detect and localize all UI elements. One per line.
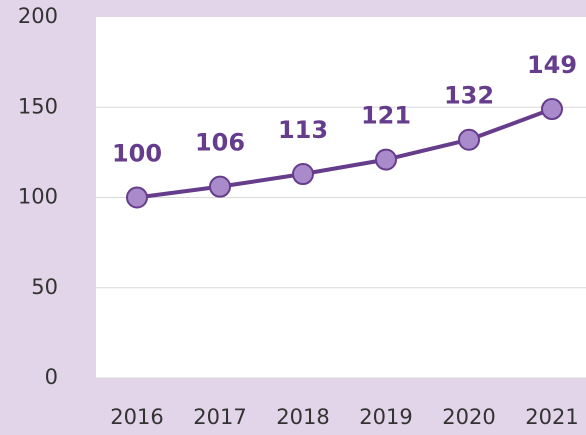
data-label: 121 <box>361 102 411 130</box>
marker <box>541 98 563 121</box>
data-label: 149 <box>527 51 577 79</box>
x-tick-label: 2019 <box>359 405 412 429</box>
y-tick-label: 50 <box>31 275 58 299</box>
x-tick-label: 2018 <box>276 405 329 429</box>
data-label: 100 <box>112 140 162 168</box>
x-tick-label: 2016 <box>110 405 163 429</box>
y-tick-label: 100 <box>18 185 58 209</box>
y-tick-label: 200 <box>18 4 58 28</box>
data-label: 106 <box>195 129 245 157</box>
x-tick-label: 2021 <box>525 405 578 429</box>
x-tick-label: 2020 <box>442 405 495 429</box>
x-tick-label: 2017 <box>193 405 246 429</box>
marker <box>375 148 397 171</box>
data-label: 132 <box>444 82 494 110</box>
marker <box>292 163 314 186</box>
marker <box>458 128 480 151</box>
data-label: 113 <box>278 116 328 144</box>
y-tick-label: 0 <box>45 365 58 389</box>
y-tick-label: 150 <box>18 94 58 118</box>
marker <box>209 175 231 198</box>
marker <box>126 186 148 209</box>
line <box>136 107 553 200</box>
